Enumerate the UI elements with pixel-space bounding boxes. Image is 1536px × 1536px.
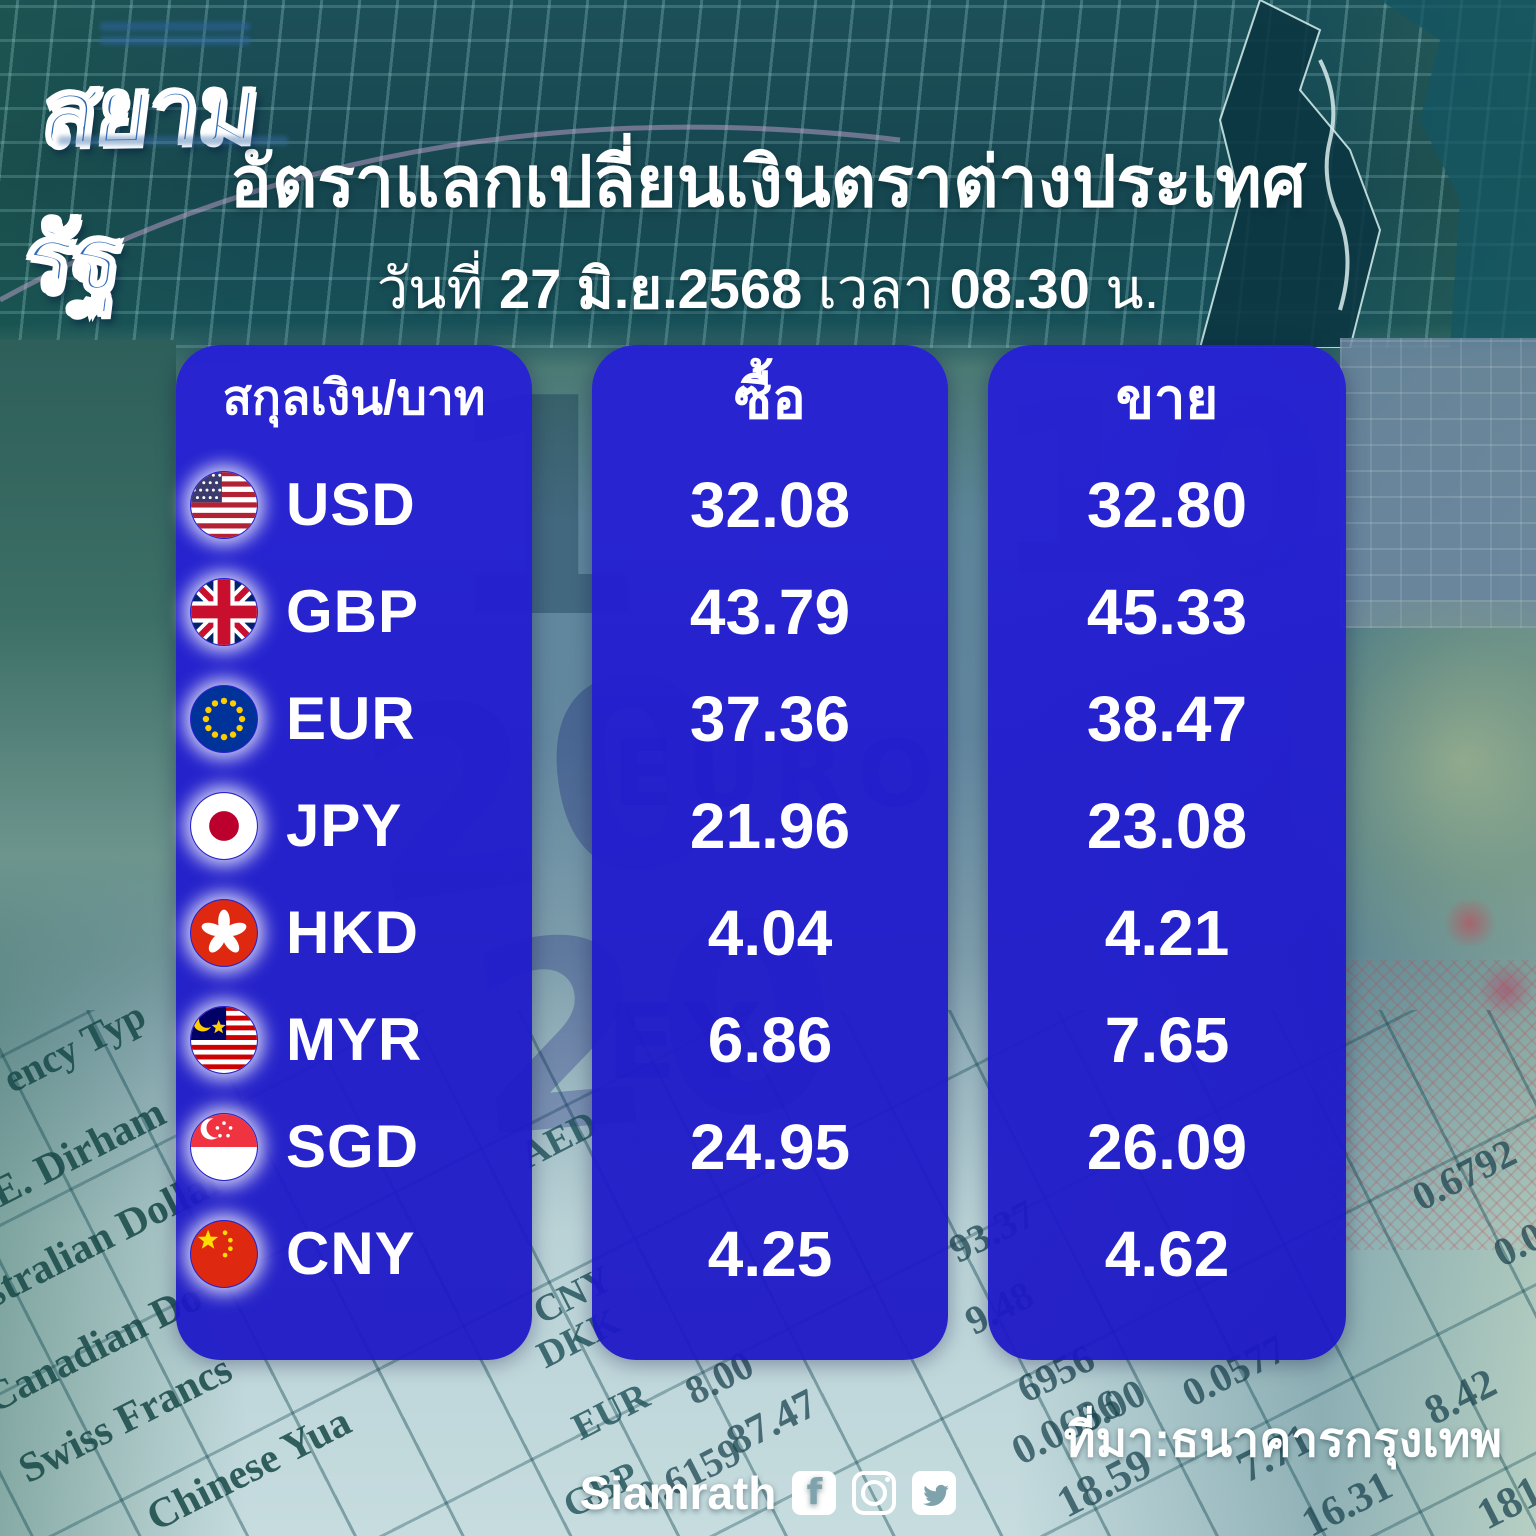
- footer-brand: Siamrath: [579, 1467, 777, 1519]
- currency-code: GBP: [286, 578, 420, 645]
- buy-rate: 37.36: [689, 682, 851, 755]
- buy-rate: 24.95: [689, 1110, 851, 1183]
- background-left-strip: [0, 340, 176, 1030]
- sell-rate: 45.33: [1086, 575, 1248, 648]
- currency-code: JPY: [286, 792, 403, 859]
- uk-flag-icon: [190, 578, 258, 646]
- us-flag-icon: [190, 471, 258, 539]
- red-speck: [1480, 960, 1532, 1020]
- hongkong-flag-icon: [190, 899, 258, 967]
- table-row: HKD: [176, 879, 532, 986]
- logo-wordmark: สยามรัฐ: [17, 57, 266, 313]
- table-row: CNY: [176, 1200, 532, 1307]
- logo-small-text-bar: [100, 36, 250, 45]
- sell-rate: 4.21: [1104, 896, 1230, 969]
- twitter-icon[interactable]: [912, 1471, 957, 1515]
- time-value: 08.30: [949, 257, 1090, 320]
- table-row: EUR: [176, 665, 532, 772]
- date-value: 27 มิ.ย.2568: [498, 257, 803, 320]
- buy-rate: 4.25: [707, 1217, 833, 1290]
- currency-column: สกุลเงิน/บาท USD GBP: [176, 345, 532, 1360]
- logo-tagline-bar: [58, 136, 288, 145]
- sell-rate: 4.62: [1104, 1217, 1230, 1290]
- buy-rate: 43.79: [689, 575, 851, 648]
- siamrath-logo: สยามรัฐ: [17, 10, 328, 313]
- currency-column-header: สกุลเงิน/บาท: [222, 372, 486, 425]
- source-credit: ที่มา:ธนาคารกรุงเทพ: [1063, 1414, 1502, 1467]
- date-label: วันที่: [376, 257, 484, 320]
- currency-code: SGD: [286, 1113, 420, 1180]
- date-line: วันที่ 27 มิ.ย.2568 เวลา 08.30 น.: [0, 244, 1536, 333]
- time-unit: น.: [1105, 257, 1160, 320]
- table-row: MYR: [176, 986, 532, 1093]
- sell-rate: 26.09: [1086, 1110, 1248, 1183]
- currency-code: CNY: [286, 1220, 416, 1287]
- page-title: อัตราแลกเปลี่ยนเงินตราต่างประเทศ: [229, 143, 1307, 221]
- buy-column: ซื้อ 32.08 43.79 37.36 21.96 4.04 6.86 2…: [592, 345, 948, 1360]
- eu-flag-icon: [190, 685, 258, 753]
- red-net-texture: [1330, 960, 1536, 1250]
- buy-rate: 32.08: [689, 468, 851, 541]
- asia-map-graphic: [1198, 0, 1536, 348]
- buy-rate: 6.86: [707, 1003, 833, 1076]
- currency-code: EUR: [286, 685, 416, 752]
- table-row: GBP: [176, 558, 532, 665]
- banknote-texture: [1340, 338, 1536, 628]
- buy-column-header: ซื้อ: [734, 366, 806, 430]
- malaysia-flag-icon: [190, 1006, 258, 1074]
- sell-rate: 32.80: [1086, 468, 1248, 541]
- table-row: JPY: [176, 772, 532, 879]
- buy-rate: 4.04: [707, 896, 833, 969]
- china-flag-icon: [190, 1220, 258, 1288]
- facebook-icon[interactable]: f: [792, 1471, 837, 1515]
- table-row: USD: [176, 451, 532, 558]
- sell-rate: 7.65: [1104, 1003, 1230, 1076]
- sell-column-header: ขาย: [1115, 366, 1219, 430]
- twitter-bird-icon: [923, 1484, 950, 1506]
- japan-flag-icon: [190, 792, 258, 860]
- buy-rate: 21.96: [689, 789, 851, 862]
- sell-rate: 23.08: [1086, 789, 1248, 862]
- footer-bar: Siamrath f: [0, 1466, 1536, 1520]
- currency-code: MYR: [286, 1006, 423, 1073]
- singapore-flag-icon: [190, 1113, 258, 1181]
- currency-code: USD: [286, 471, 416, 538]
- time-label: เวลา: [817, 257, 935, 320]
- sell-rate: 38.47: [1086, 682, 1248, 755]
- logo-small-text-bar: [100, 22, 250, 31]
- sell-column: ขาย 32.80 45.33 38.47 23.08 4.21 7.65 26…: [988, 345, 1346, 1360]
- red-speck: [1440, 900, 1500, 946]
- table-row: SGD: [176, 1093, 532, 1200]
- instagram-icon[interactable]: [852, 1471, 897, 1515]
- currency-code: HKD: [286, 899, 419, 966]
- chart-curve-graphic: [0, 124, 901, 303]
